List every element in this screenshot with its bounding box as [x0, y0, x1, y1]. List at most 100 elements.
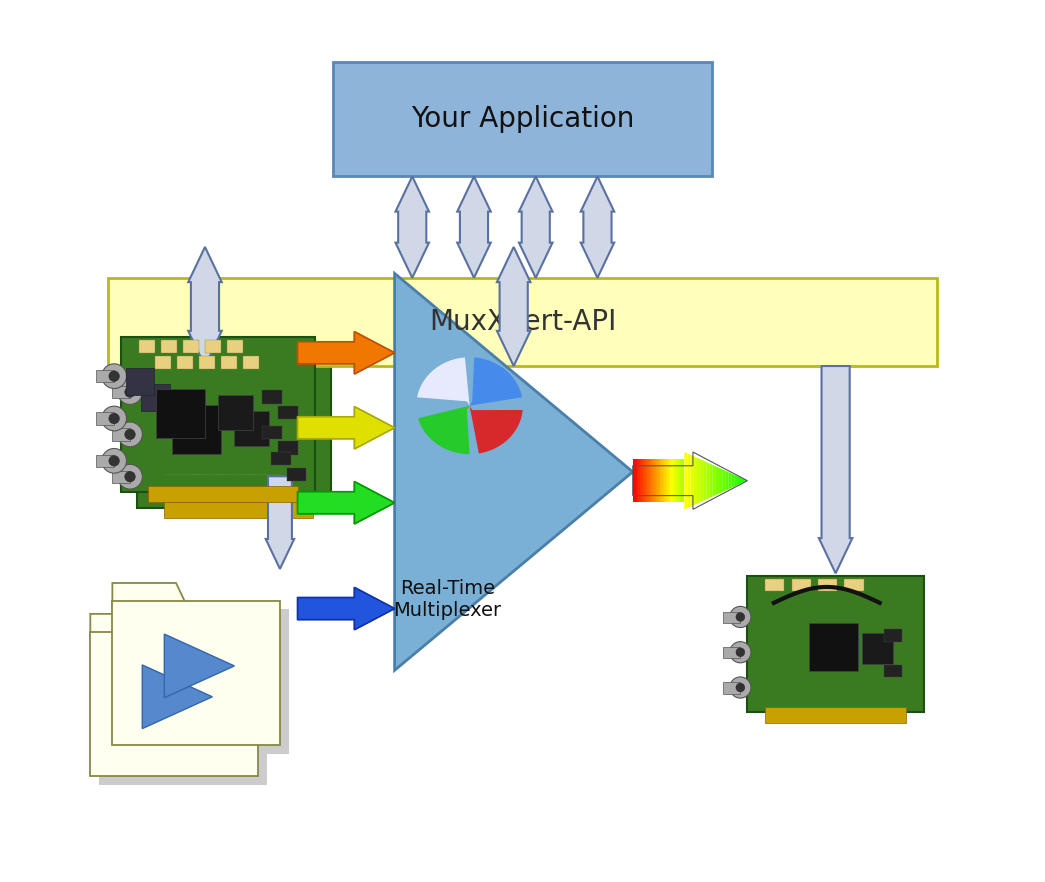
Bar — [723, 683, 740, 693]
FancyBboxPatch shape — [884, 630, 902, 642]
Circle shape — [109, 455, 119, 466]
Polygon shape — [298, 587, 395, 630]
Polygon shape — [691, 455, 694, 506]
FancyBboxPatch shape — [271, 452, 291, 466]
Bar — [113, 471, 130, 483]
Bar — [640, 459, 643, 503]
Bar — [634, 459, 636, 503]
Polygon shape — [519, 176, 553, 278]
FancyBboxPatch shape — [141, 385, 169, 411]
FancyBboxPatch shape — [844, 579, 864, 591]
Polygon shape — [738, 476, 741, 485]
Circle shape — [124, 386, 135, 397]
FancyBboxPatch shape — [287, 467, 306, 481]
Polygon shape — [142, 665, 212, 729]
FancyBboxPatch shape — [177, 356, 192, 370]
Polygon shape — [417, 357, 469, 406]
Polygon shape — [581, 176, 614, 278]
Polygon shape — [728, 472, 731, 490]
Bar — [637, 459, 640, 503]
Polygon shape — [298, 407, 395, 449]
Polygon shape — [497, 247, 531, 366]
Bar — [661, 459, 664, 503]
FancyBboxPatch shape — [108, 278, 937, 366]
FancyBboxPatch shape — [113, 601, 280, 745]
Text: Your Application: Your Application — [411, 105, 634, 133]
FancyBboxPatch shape — [765, 579, 785, 591]
Polygon shape — [469, 406, 522, 453]
Circle shape — [118, 464, 142, 489]
Bar — [113, 386, 130, 399]
Bar — [654, 459, 656, 503]
Bar — [669, 459, 671, 503]
Polygon shape — [298, 332, 395, 374]
FancyBboxPatch shape — [157, 389, 205, 437]
Polygon shape — [722, 469, 725, 492]
Bar — [644, 459, 647, 503]
FancyBboxPatch shape — [99, 640, 266, 785]
FancyBboxPatch shape — [818, 579, 837, 591]
Bar — [649, 459, 651, 503]
Text: MuxXpert-API: MuxXpert-API — [428, 308, 617, 336]
Bar — [672, 459, 674, 503]
Polygon shape — [725, 471, 728, 490]
Bar — [723, 647, 740, 658]
Polygon shape — [697, 458, 700, 504]
Circle shape — [101, 406, 126, 430]
FancyBboxPatch shape — [121, 609, 288, 754]
FancyBboxPatch shape — [121, 337, 316, 491]
Polygon shape — [298, 407, 395, 449]
Polygon shape — [90, 614, 166, 639]
Bar — [657, 459, 659, 503]
Bar — [113, 429, 130, 441]
FancyBboxPatch shape — [809, 623, 858, 671]
Polygon shape — [700, 460, 703, 502]
Bar — [643, 459, 645, 503]
Text: Real-Time
Multiplexer: Real-Time Multiplexer — [394, 579, 502, 620]
Circle shape — [124, 430, 135, 440]
FancyBboxPatch shape — [747, 575, 924, 713]
Polygon shape — [298, 332, 395, 374]
FancyBboxPatch shape — [183, 340, 199, 354]
Polygon shape — [716, 467, 719, 495]
Circle shape — [729, 607, 751, 628]
Bar — [655, 459, 658, 503]
Polygon shape — [469, 357, 522, 406]
FancyBboxPatch shape — [262, 390, 282, 404]
FancyBboxPatch shape — [125, 369, 154, 395]
Circle shape — [729, 642, 751, 663]
FancyBboxPatch shape — [155, 356, 170, 370]
FancyBboxPatch shape — [227, 340, 242, 354]
Bar — [681, 459, 683, 503]
Polygon shape — [395, 176, 429, 278]
FancyBboxPatch shape — [220, 356, 237, 370]
FancyBboxPatch shape — [205, 340, 220, 354]
Polygon shape — [395, 273, 633, 670]
FancyBboxPatch shape — [218, 395, 254, 430]
Bar — [665, 459, 667, 503]
FancyBboxPatch shape — [278, 406, 298, 420]
FancyBboxPatch shape — [791, 579, 811, 591]
FancyBboxPatch shape — [139, 340, 155, 354]
Polygon shape — [298, 482, 395, 524]
FancyBboxPatch shape — [147, 487, 298, 502]
Bar — [660, 459, 663, 503]
Polygon shape — [703, 460, 706, 501]
Bar — [677, 459, 679, 503]
FancyBboxPatch shape — [333, 62, 712, 176]
Bar — [680, 459, 682, 503]
Bar — [647, 459, 649, 503]
Polygon shape — [744, 479, 747, 482]
Bar — [651, 459, 654, 503]
Circle shape — [109, 370, 119, 381]
Polygon shape — [732, 474, 735, 488]
Polygon shape — [819, 366, 853, 573]
FancyBboxPatch shape — [199, 356, 214, 370]
Bar — [676, 459, 678, 503]
Polygon shape — [113, 583, 188, 608]
Polygon shape — [719, 467, 722, 494]
Polygon shape — [265, 476, 295, 569]
Circle shape — [124, 471, 135, 482]
Bar — [663, 459, 666, 503]
Polygon shape — [688, 453, 691, 508]
